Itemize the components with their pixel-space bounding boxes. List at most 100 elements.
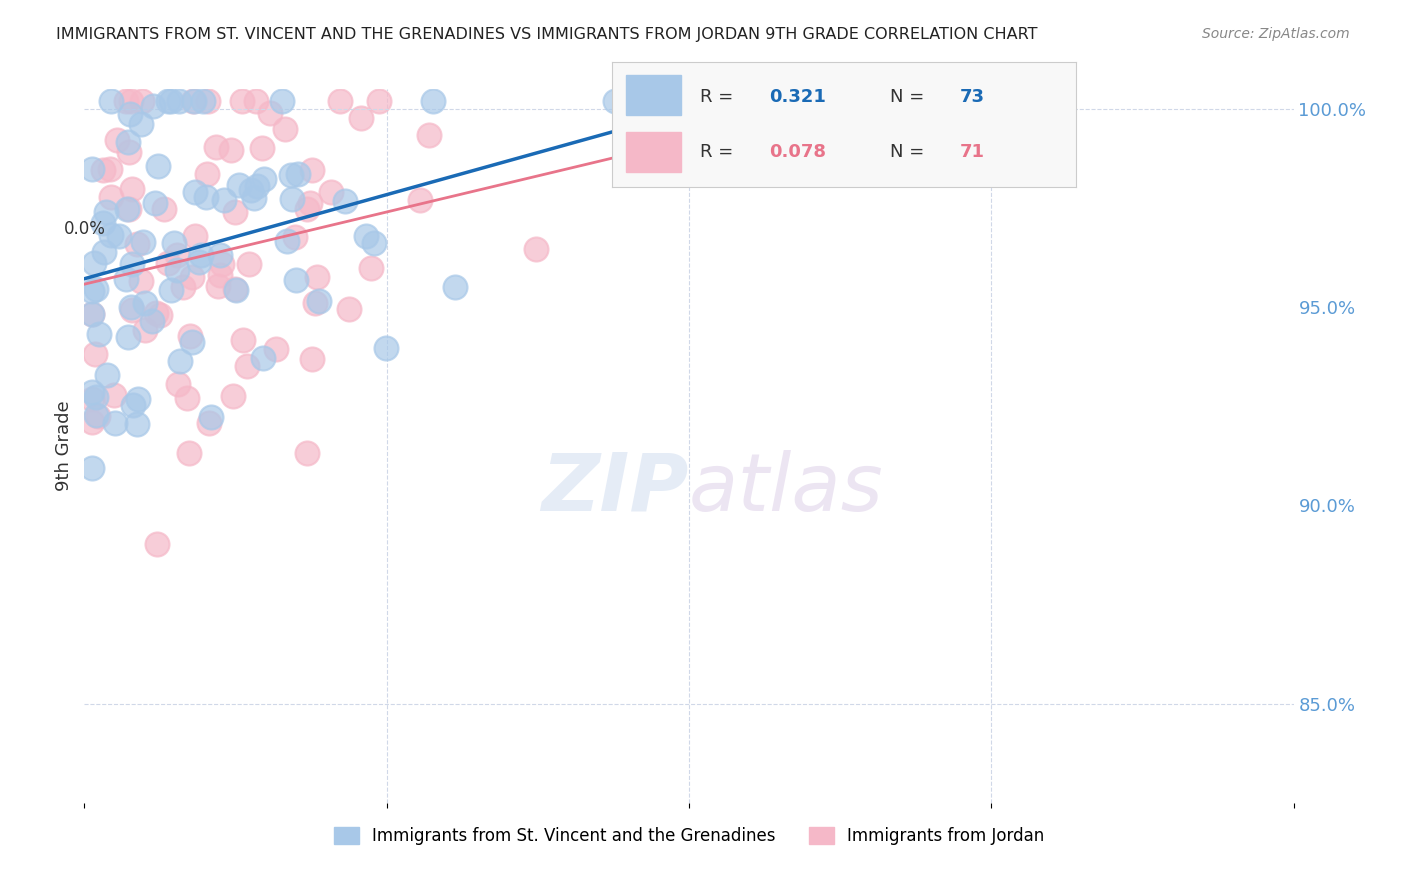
- Point: [179, 329, 201, 343]
- Point: [276, 234, 298, 248]
- Text: 0.078: 0.078: [769, 144, 827, 161]
- Point: [224, 205, 246, 219]
- Point: [208, 268, 231, 282]
- Point: [188, 255, 211, 269]
- Point: [84, 408, 107, 422]
- Text: 73: 73: [959, 88, 984, 106]
- Text: Source: ZipAtlas.com: Source: ZipAtlas.com: [1202, 27, 1350, 41]
- Text: 0.0%: 0.0%: [63, 219, 105, 238]
- Point: [224, 282, 246, 296]
- Point: [304, 295, 326, 310]
- Point: [252, 351, 274, 365]
- Point: [368, 94, 391, 108]
- Point: [91, 216, 114, 230]
- Point: [280, 169, 302, 183]
- Point: [103, 388, 125, 402]
- Bar: [626, 75, 682, 115]
- Point: [91, 162, 114, 177]
- Point: [284, 230, 307, 244]
- Point: [363, 235, 385, 250]
- Point: [246, 178, 269, 193]
- Point: [152, 202, 174, 216]
- Point: [142, 99, 165, 113]
- Point: [122, 398, 145, 412]
- Point: [333, 194, 356, 208]
- Point: [301, 162, 323, 177]
- Point: [157, 255, 180, 269]
- Point: [181, 269, 204, 284]
- Point: [284, 272, 307, 286]
- Point: [167, 94, 190, 108]
- Point: [84, 282, 107, 296]
- Point: [308, 294, 330, 309]
- Point: [80, 307, 103, 321]
- Point: [177, 446, 200, 460]
- Point: [444, 280, 467, 294]
- Point: [193, 94, 215, 108]
- Point: [228, 178, 250, 193]
- Point: [301, 352, 323, 367]
- Point: [297, 202, 319, 217]
- Point: [360, 261, 382, 276]
- Point: [134, 323, 156, 337]
- Point: [115, 202, 138, 216]
- Point: [259, 106, 281, 120]
- Point: [145, 306, 167, 320]
- Point: [337, 301, 360, 316]
- Y-axis label: 9th Grade: 9th Grade: [55, 401, 73, 491]
- Point: [114, 94, 136, 108]
- Point: [184, 229, 207, 244]
- Point: [98, 162, 121, 177]
- Point: [295, 446, 318, 460]
- Point: [212, 194, 235, 208]
- Point: [100, 94, 122, 108]
- Text: IMMIGRANTS FROM ST. VINCENT AND THE GRENADINES VS IMMIGRANTS FROM JORDAN 9TH GRA: IMMIGRANTS FROM ST. VINCENT AND THE GREN…: [56, 27, 1038, 42]
- Point: [80, 385, 103, 400]
- Point: [121, 303, 143, 318]
- Point: [80, 392, 103, 407]
- Text: 0.321: 0.321: [769, 88, 827, 106]
- Point: [120, 94, 142, 108]
- Point: [422, 94, 444, 108]
- Point: [273, 121, 295, 136]
- Point: [127, 392, 149, 406]
- Point: [298, 196, 321, 211]
- Point: [96, 204, 118, 219]
- Point: [80, 461, 103, 475]
- Point: [80, 307, 103, 321]
- Point: [219, 144, 242, 158]
- Point: [115, 272, 138, 286]
- Point: [526, 242, 548, 256]
- Point: [245, 94, 267, 108]
- Text: R =: R =: [700, 88, 738, 106]
- Point: [141, 314, 163, 328]
- Point: [418, 128, 440, 142]
- Point: [208, 248, 231, 262]
- Point: [117, 135, 139, 149]
- Point: [354, 229, 377, 244]
- Point: [87, 326, 110, 341]
- Text: R =: R =: [700, 144, 738, 161]
- Point: [166, 263, 188, 277]
- Point: [132, 235, 155, 249]
- Point: [105, 133, 128, 147]
- Point: [222, 389, 245, 403]
- Point: [83, 347, 105, 361]
- Point: [162, 235, 184, 250]
- Point: [211, 257, 233, 271]
- Point: [118, 202, 141, 217]
- Point: [125, 417, 148, 432]
- Point: [121, 257, 143, 271]
- Point: [129, 117, 152, 131]
- Point: [264, 342, 287, 356]
- Text: N =: N =: [890, 88, 929, 106]
- Point: [83, 256, 105, 270]
- Point: [100, 228, 122, 243]
- Point: [176, 391, 198, 405]
- Point: [156, 94, 179, 108]
- Point: [134, 296, 156, 310]
- Point: [120, 107, 142, 121]
- Point: [104, 417, 127, 431]
- Point: [350, 111, 373, 125]
- Text: atlas: atlas: [689, 450, 884, 528]
